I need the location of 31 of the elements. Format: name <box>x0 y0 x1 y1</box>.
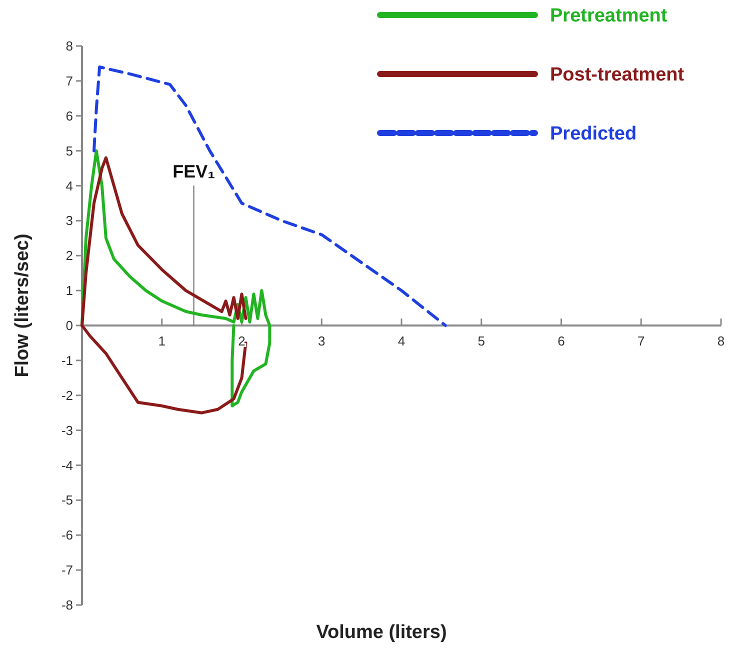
y-axis-title: Flow (liters/sec) <box>12 234 33 378</box>
ref-line-label: FEV₁ <box>172 162 216 182</box>
text: Post-treatment <box>550 64 685 86</box>
y-tick-label: -7 <box>61 562 73 578</box>
x-tick-label: 6 <box>558 334 565 348</box>
x-tick-label: 8 <box>717 334 725 348</box>
y-tick-label: 2 <box>66 248 73 264</box>
y-tick-label: 8 <box>66 38 73 54</box>
y-tick-label: -6 <box>61 528 73 543</box>
x-tick-label: 4 <box>398 334 406 348</box>
x-axis-title: Volume (liters) <box>316 622 447 643</box>
y-tick-label: -4 <box>61 458 73 473</box>
y-tick-label: 0 <box>66 318 73 334</box>
text: Pretreatment <box>550 6 668 27</box>
x-tick-label: 5 <box>478 334 485 348</box>
y-tick-label: -5 <box>61 492 73 508</box>
y-tick-label: -1 <box>61 352 73 368</box>
y-tick-label: 5 <box>66 143 73 158</box>
x-tick-label: 7 <box>638 334 645 348</box>
text: Predicted <box>550 124 637 145</box>
y-tick-label: -8 <box>61 598 73 613</box>
y-tick-label: -2 <box>61 388 73 403</box>
y-tick-label: 3 <box>66 213 73 228</box>
x-tick-label: 1 <box>158 334 166 348</box>
x-tick-label: 2 <box>238 334 246 348</box>
x-tick-label: 3 <box>318 334 326 348</box>
y-tick-label: 1 <box>66 283 73 298</box>
y-tick-label: 6 <box>66 108 73 124</box>
y-tick-label: 7 <box>66 73 73 88</box>
y-tick-label: -3 <box>61 422 73 438</box>
y-tick-label: 4 <box>66 178 73 194</box>
